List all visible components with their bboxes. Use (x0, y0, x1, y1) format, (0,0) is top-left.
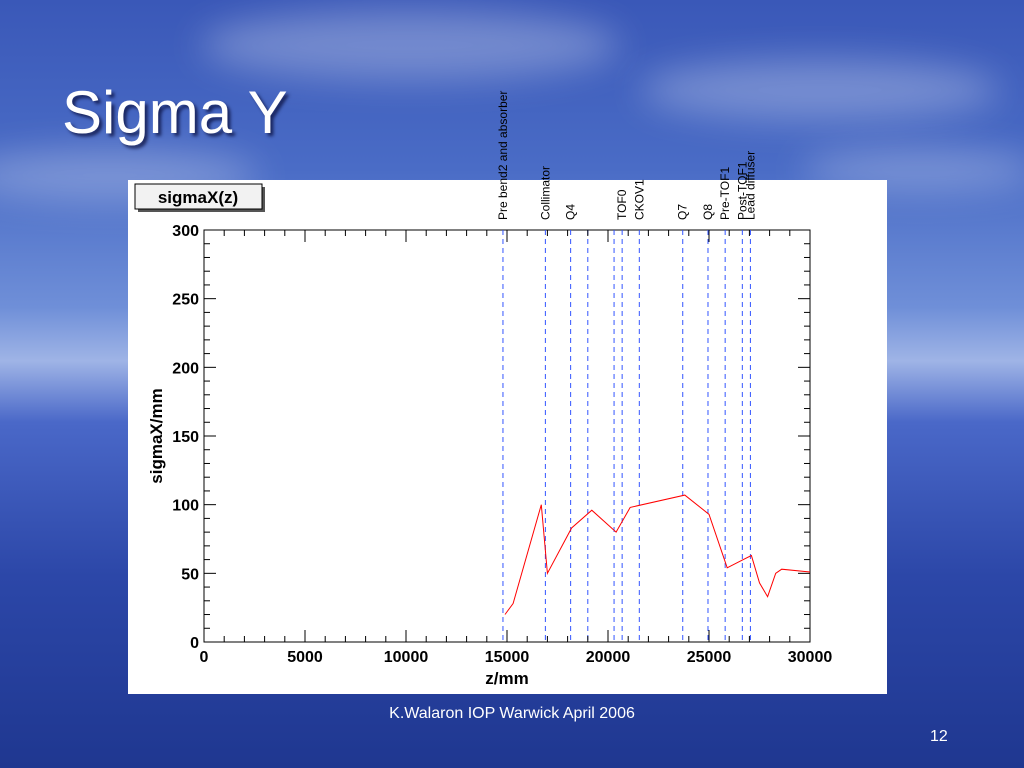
x-tick-label: 20000 (586, 649, 631, 666)
marker-label: Q4 (564, 204, 578, 220)
page-number: 12 (930, 728, 948, 745)
y-axis-label: sigmaX/mm (147, 388, 166, 483)
y-tick-label: 250 (172, 292, 199, 309)
marker-label: Lead diffuser (743, 151, 757, 220)
background-cloud (640, 60, 1000, 120)
x-tick-label: 10000 (384, 649, 429, 666)
y-tick-label: 200 (172, 360, 199, 377)
marker-label: Pre-TOF1 (718, 167, 732, 220)
footer-author: K.Walaron IOP Warwick April 2006 (389, 705, 635, 722)
x-tick-label: 25000 (687, 649, 732, 666)
chart-title: sigmaX(z) (158, 188, 238, 207)
marker-label: Collimator (538, 166, 552, 220)
x-tick-label: 0 (200, 649, 209, 666)
marker-label: Post-TOF1 (735, 161, 749, 220)
y-tick-label: 100 (172, 498, 199, 515)
background-cloud (200, 10, 620, 80)
marker-label: CKOV1 (632, 179, 646, 220)
marker-label: Q7 (676, 204, 690, 220)
y-tick-label: 0 (190, 635, 199, 652)
y-tick-label: 300 (172, 223, 199, 240)
chart-title-box (134, 183, 263, 210)
x-axis-label: z/mm (485, 669, 528, 688)
x-tick-label: 5000 (287, 649, 323, 666)
marker-label: TOF0 (615, 189, 629, 220)
y-tick-label: 150 (172, 429, 199, 446)
y-tick-label: 50 (181, 566, 199, 583)
x-tick-label: 30000 (788, 649, 833, 666)
series-line (504, 494, 811, 615)
plot-frame (203, 229, 811, 643)
chart-panel (128, 180, 887, 694)
slide-title: Sigma Y (62, 79, 288, 146)
marker-label: Q8 (701, 204, 715, 220)
marker-label: Pre bend2 and absorber (496, 91, 510, 220)
x-tick-label: 15000 (485, 649, 530, 666)
